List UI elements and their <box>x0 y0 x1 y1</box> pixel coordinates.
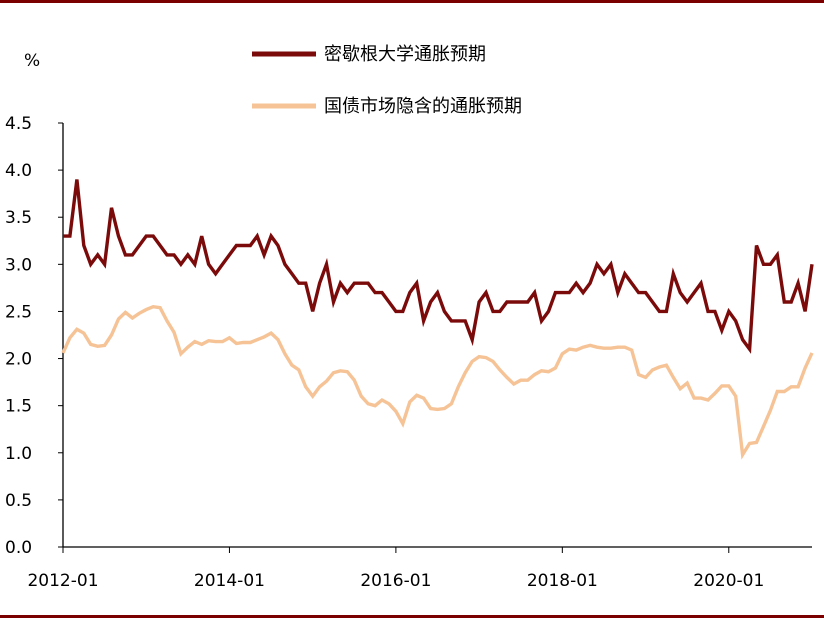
top-border-rule <box>0 0 824 3</box>
y-tick-label: 4.5 <box>5 114 32 134</box>
y-tick-label: 2.5 <box>5 302 32 322</box>
y-tick-label: 4.0 <box>5 161 32 181</box>
x-tick-label: 2018-01 <box>527 571 598 591</box>
legend: 密歇根大学通胀预期 国债市场隐含的通胀预期 <box>252 44 522 117</box>
bottom-border-rule <box>0 615 824 618</box>
legend-label-michigan: 密歇根大学通胀预期 <box>324 44 486 65</box>
series-line-michigan <box>63 179 814 354</box>
x-tick-label: 2016-01 <box>360 571 431 591</box>
axes: 0.0 0.5 1.0 1.5 2.0 2.5 3.0 3.5 4.0 4.5 2012-01 201… <box>5 114 812 591</box>
y-tick-label: 0.5 <box>5 491 32 511</box>
legend-label-treasury: 国债市场隐含的通胀预期 <box>324 96 522 117</box>
y-tick-label: 1.5 <box>5 397 32 417</box>
y-tick-label: 3.0 <box>5 255 32 275</box>
x-tick-label: 2020-01 <box>693 571 764 591</box>
series-lines <box>61 179 814 460</box>
y-tick-label: 2.0 <box>5 350 32 370</box>
y-tick-label: 1.0 <box>5 444 32 464</box>
x-tick-label: 2012-01 <box>27 571 98 591</box>
y-tick-label: 3.5 <box>5 208 32 228</box>
y-axis-unit-label: % <box>24 51 40 71</box>
x-tick-label: 2014-01 <box>194 571 265 591</box>
series-line-treasury <box>61 304 814 460</box>
y-tick-label: 0.0 <box>5 538 32 558</box>
